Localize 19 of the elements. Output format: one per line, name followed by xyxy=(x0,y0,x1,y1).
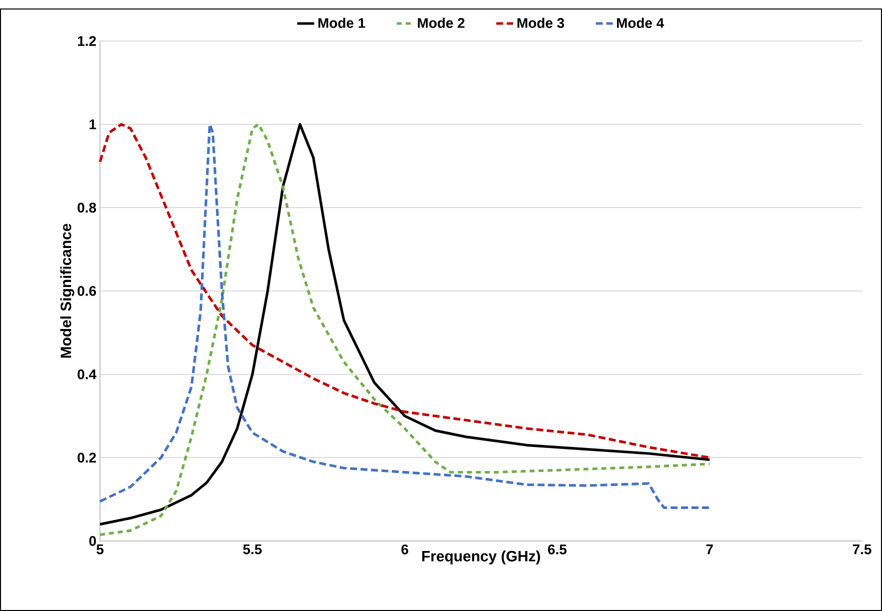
y-tick-label: 0.6 xyxy=(78,286,96,296)
legend-label: Mode 2 xyxy=(418,18,465,28)
y-axis-title: Model Significance xyxy=(60,224,74,358)
x-axis-title: Frequency (GHz) xyxy=(422,550,540,564)
legend-label: Mode 1 xyxy=(318,18,366,28)
y-tick-label: 0 xyxy=(89,536,96,546)
y-tick-label: 0.8 xyxy=(78,202,96,213)
x-tick-label: 6 xyxy=(401,544,408,554)
x-tick-label: 5.5 xyxy=(243,544,262,554)
x-tick-label: 5 xyxy=(96,544,104,554)
y-tick-label: 0.2 xyxy=(78,452,96,463)
y-tick-label: 1 xyxy=(90,120,96,130)
y-tick-label: 1.2 xyxy=(78,36,96,46)
legend-label: Mode 3 xyxy=(517,18,564,28)
x-tick-label: 6.5 xyxy=(548,544,567,554)
x-tick-label: 7.5 xyxy=(852,544,872,554)
legend-label: Mode 4 xyxy=(617,18,664,28)
y-tick-label: 0.4 xyxy=(78,369,96,380)
x-tick-label: 7 xyxy=(706,544,713,554)
